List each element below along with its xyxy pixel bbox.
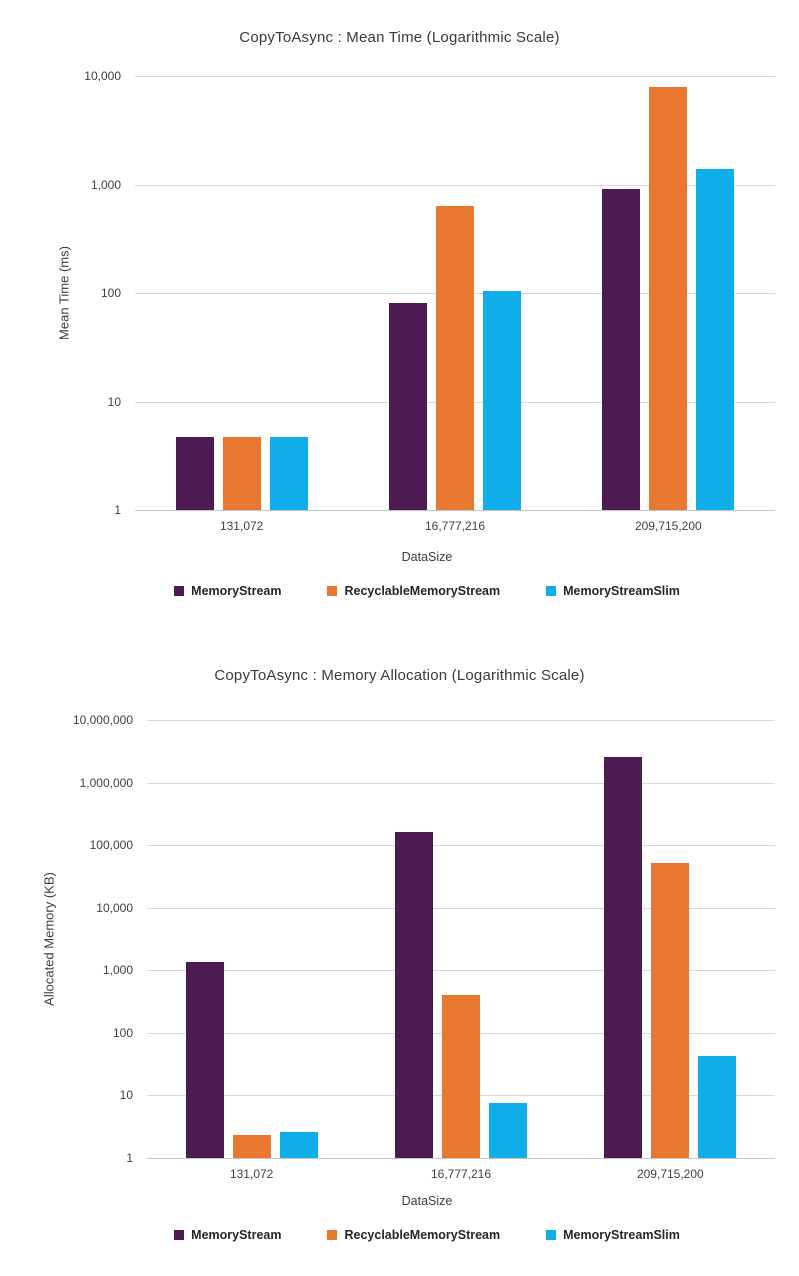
y-tick-label: 1 [114, 503, 121, 517]
bar-recyclablememorystream-209715200 [651, 862, 690, 1158]
bar-recyclablememorystream-16777216 [436, 206, 474, 510]
bar-memorystream-16777216 [395, 831, 433, 1158]
legend-marker-memorystream [174, 586, 185, 596]
y-tick-label: 10 [107, 394, 121, 409]
x-axis-label: DataSize [401, 1194, 453, 1208]
bar-memorystreamslim-16777216 [483, 290, 521, 510]
legend-item-memorystream: MemoryStream [174, 584, 281, 598]
gridline [147, 720, 775, 721]
legend-item-recyclablememorystream: RecyclableMemoryStream [327, 1228, 500, 1242]
gridline [147, 907, 775, 909]
gridline [135, 510, 775, 511]
y-tick-label: 1,000,000 [79, 775, 133, 790]
legend-marker-memorystreamslim [546, 1230, 557, 1240]
x-tick-label: 209,715,200 [636, 1167, 704, 1181]
legend-label: MemoryStream [191, 1228, 282, 1242]
y-tick-label: 10,000,000 [72, 713, 133, 727]
legend-marker-recyclablememorystream [327, 1230, 338, 1240]
bar-memorystreamslim-131072 [269, 437, 308, 510]
y-tick-label: 1,000 [102, 963, 133, 978]
legend-label: RecyclableMemoryStream [344, 584, 501, 598]
y-tick-label: 1 [126, 1151, 133, 1165]
x-tick-label: 131,072 [229, 1167, 274, 1181]
bar-memorystream-131072 [175, 437, 214, 510]
bar-recyclablememorystream-16777216 [442, 995, 480, 1158]
plot-row: Allocated Memory (KB) 10,000,000 1,000,00… [0, 713, 799, 1181]
bar-memorystreamslim-209715200 [698, 1056, 737, 1158]
legend-marker-memorystreamslim [546, 586, 557, 596]
legend-label: MemoryStreamSlim [563, 584, 680, 598]
plot-area: 10,000,000 1,000,000 100,000 10,000 1,000 100… [73, 713, 775, 1181]
gridline [147, 1158, 775, 1159]
bar-recyclablememorystream-131072 [232, 1135, 271, 1158]
gridline [147, 970, 775, 972]
legend: MemoryStream RecyclableMemoryStream Memory… [55, 1228, 799, 1242]
bar-recyclablememorystream-209715200 [649, 87, 688, 510]
gridline [147, 845, 775, 847]
y-tick-label: 100 [112, 1025, 133, 1040]
y-tick-label: 10 [119, 1088, 133, 1103]
bar-memorystreamslim-16777216 [489, 1103, 527, 1158]
x-axis-label: DataSize [401, 550, 453, 564]
bar-memorystream-131072 [185, 962, 224, 1158]
chart-title: CopyToAsync : Memory Allocation (Logarit… [214, 667, 585, 684]
chart-memory-allocation: CopyToAsync : Memory Allocation (Logarit… [0, 598, 799, 1242]
x-tick-label: 16,777,216 [424, 519, 486, 533]
legend-item-memorystreamslim: MemoryStreamSlim [546, 584, 680, 598]
legend-item-memorystreamslim: MemoryStreamSlim [546, 1228, 680, 1242]
bar-memorystream-209715200 [604, 757, 643, 1158]
x-tick-label: 209,715,200 [634, 519, 702, 533]
y-tick-label: 100,000 [89, 838, 133, 853]
legend-item-memorystream: MemoryStream [174, 1228, 281, 1242]
legend-marker-memorystream [174, 1230, 185, 1240]
gridline [135, 184, 775, 186]
plot-row: Mean Time (ms) 10,000 1,000 100 10 1 131,072 1… [0, 69, 799, 533]
gridline [147, 782, 775, 784]
y-tick-label: 10,000 [84, 69, 121, 83]
plot-area: 10,000 1,000 100 10 1 131,072 16,777,216 209,71… [84, 69, 775, 533]
y-tick-label: 1,000 [90, 177, 121, 192]
gridline [135, 76, 775, 77]
chart-mean-time: CopyToAsync : Mean Time (Logarithmic Sca… [0, 0, 799, 598]
bar-memorystream-209715200 [602, 188, 641, 510]
bar-memorystream-16777216 [389, 302, 427, 510]
legend-item-recyclablememorystream: RecyclableMemoryStream [327, 584, 500, 598]
x-tick-label: 131,072 [219, 519, 264, 533]
y-tick-label: 10,000 [96, 900, 133, 915]
legend-label: MemoryStream [191, 584, 282, 598]
legend-label: MemoryStreamSlim [563, 1228, 680, 1242]
legend-marker-recyclablememorystream [327, 586, 338, 596]
x-tick-label: 16,777,216 [430, 1167, 492, 1181]
bar-memorystreamslim-131072 [279, 1132, 318, 1158]
y-tick-label: 100 [100, 286, 121, 300]
bar-memorystreamslim-209715200 [696, 168, 735, 510]
y-axis-label: Allocated Memory (KB) [41, 872, 57, 1006]
legend: MemoryStream RecyclableMemoryStream Memory… [55, 584, 799, 598]
chart-title: CopyToAsync : Mean Time (Logarithmic Sca… [239, 29, 560, 46]
bar-recyclablememorystream-131072 [222, 437, 261, 510]
legend-label: RecyclableMemoryStream [344, 1228, 501, 1242]
